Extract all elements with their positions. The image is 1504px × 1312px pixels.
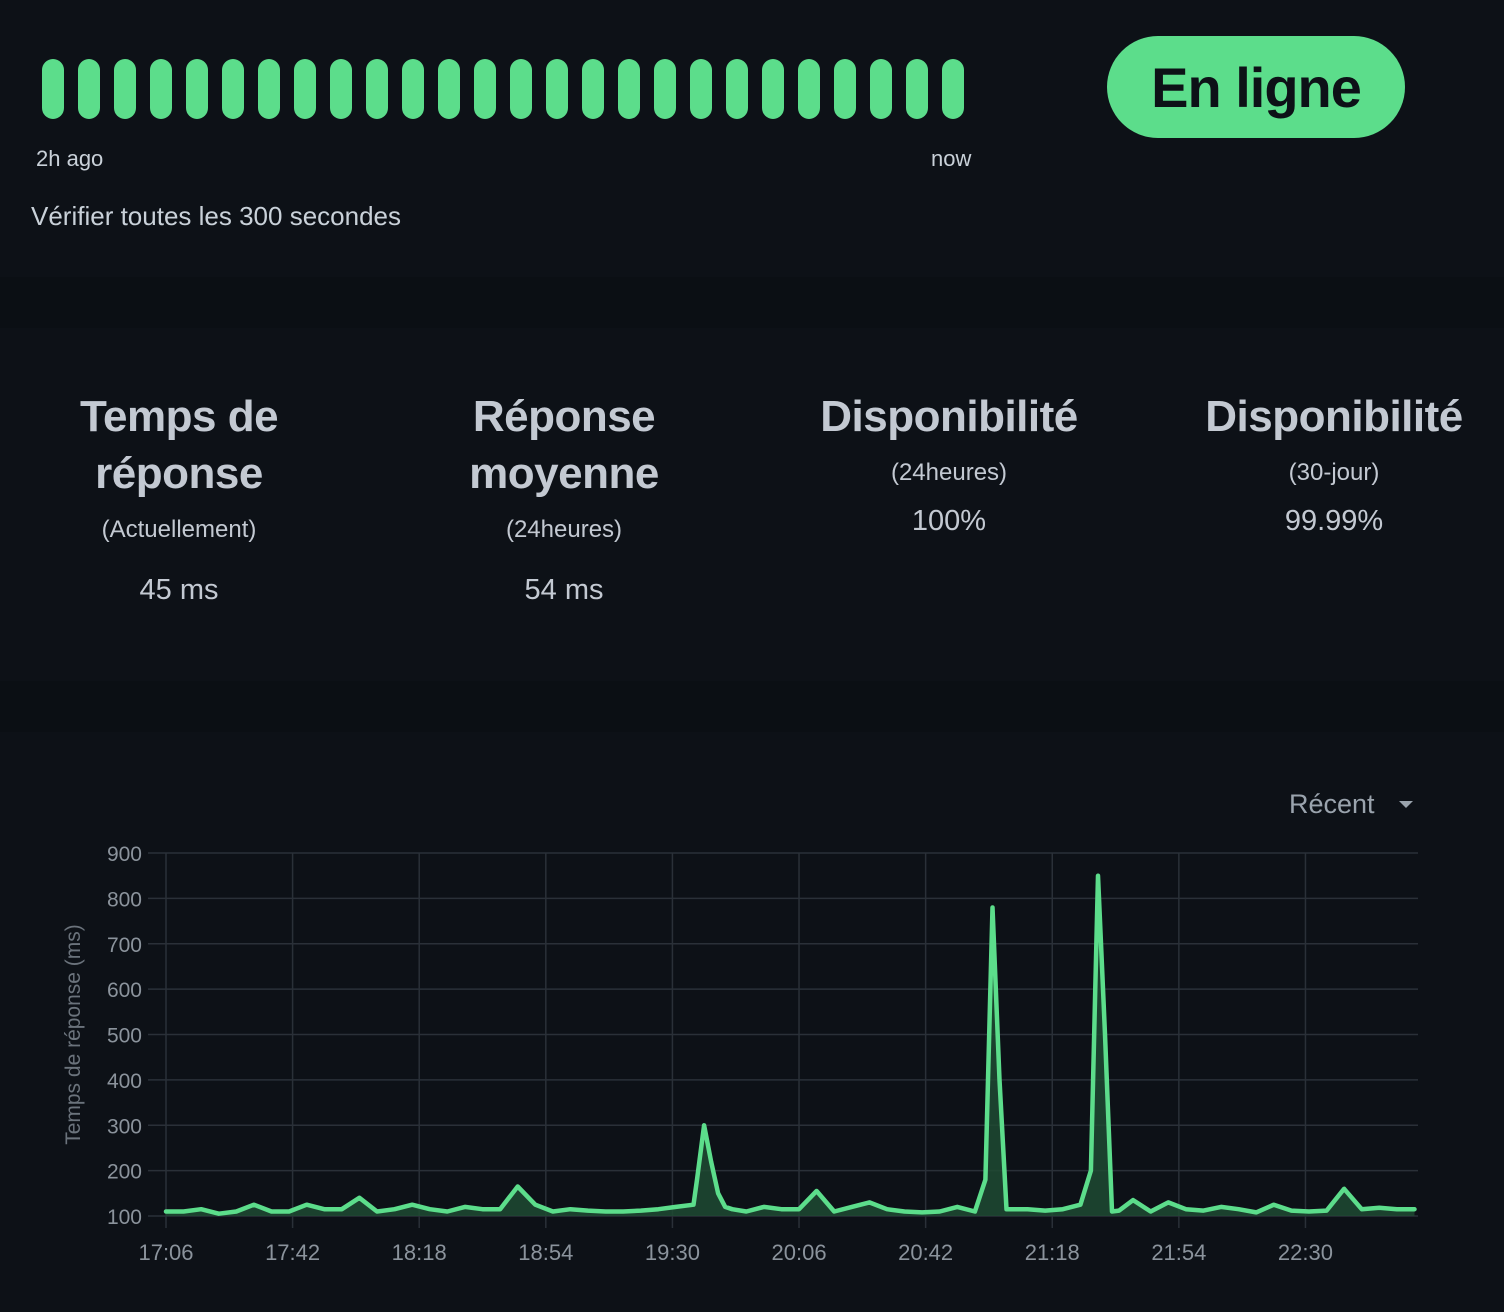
y-axis-label: Temps de réponse (ms)	[62, 924, 85, 1145]
chart-range-selected: Récent	[1289, 788, 1375, 819]
heartbeat-beat[interactable]	[618, 59, 640, 119]
heartbeat-beat[interactable]	[222, 59, 244, 119]
stat-subtitle: (Actuellement)	[101, 516, 257, 543]
x-tick-label: 21:18	[1025, 1240, 1080, 1265]
x-tick-label: 20:06	[772, 1240, 827, 1265]
heartbeat-beat[interactable]	[510, 59, 532, 119]
stat-value: 99.99%	[1284, 505, 1384, 537]
stat-average-response: Réponse moyenne (24heures) 54 ms	[414, 388, 714, 607]
chart-range-select[interactable]: Récent	[1289, 786, 1429, 822]
heartbeat-beat[interactable]	[330, 59, 352, 119]
heartbeat-beat[interactable]	[402, 59, 424, 119]
heartbeat-start-label: 2h ago	[36, 146, 104, 171]
stat-uptime-24h: Disponibilité (24heures) 100%	[799, 388, 1099, 538]
stat-title: Réponse moyenne	[469, 392, 659, 498]
heartbeat-end-label: now	[931, 146, 972, 171]
stat-value: 54 ms	[524, 574, 604, 606]
heartbeat-beat[interactable]	[258, 59, 280, 119]
heartbeat-beat[interactable]	[294, 59, 316, 119]
x-tick-label: 20:42	[898, 1240, 953, 1265]
series-line	[163, 873, 1417, 1216]
x-tick-label: 17:42	[265, 1240, 320, 1265]
stat-value: 100%	[911, 505, 987, 537]
heartbeat-beat[interactable]	[582, 59, 604, 119]
stat-uptime-30d: Disponibilité (30-jour) 99.99%	[1184, 388, 1484, 538]
y-tick-label: 400	[107, 1070, 142, 1093]
stat-current-response: Temps de réponse (Actuellement) 45 ms	[29, 388, 329, 607]
y-tick-label: 600	[107, 979, 142, 1002]
x-tick-label: 18:54	[518, 1240, 573, 1265]
caret-down-icon	[1398, 800, 1413, 808]
heartbeat-beat[interactable]	[546, 59, 568, 119]
heartbeat-beat[interactable]	[690, 59, 712, 119]
heartbeat-beat[interactable]	[834, 59, 856, 119]
y-tick-label: 800	[107, 888, 142, 911]
heartbeat-beat[interactable]	[762, 59, 784, 119]
status-badge: En ligne	[1107, 36, 1405, 138]
x-tick-label: 19:30	[645, 1240, 700, 1265]
stat-subtitle: (24heures)	[505, 516, 623, 543]
heartbeat-beat[interactable]	[942, 59, 964, 119]
x-tick-label: 17:06	[138, 1240, 193, 1265]
check-interval-text: Vérifier toutes les 300 secondes	[31, 201, 401, 231]
heartbeat-beat[interactable]	[870, 59, 892, 119]
y-tick-label: 100	[107, 1206, 142, 1229]
x-tick-label: 21:54	[1151, 1240, 1206, 1265]
stat-subtitle: (24heures)	[890, 459, 1008, 486]
y-tick-label: 300	[107, 1115, 142, 1138]
heartbeat-beat[interactable]	[186, 59, 208, 119]
stat-value: 45 ms	[139, 574, 219, 606]
heartbeat-beat[interactable]	[906, 59, 928, 119]
heartbeat-beat[interactable]	[654, 59, 676, 119]
heartbeat-beat[interactable]	[114, 59, 136, 119]
stat-title: Disponibilité	[820, 392, 1078, 441]
heartbeat-bar	[42, 59, 966, 119]
y-tick-label: 500	[107, 1025, 142, 1048]
y-tick-label: 200	[107, 1161, 142, 1184]
y-tick-label: 900	[107, 843, 142, 866]
series-area	[166, 875, 1415, 1216]
heartbeat-beat[interactable]	[438, 59, 460, 119]
heartbeat-beat[interactable]	[150, 59, 172, 119]
x-tick-label: 22:30	[1278, 1240, 1333, 1265]
stats-panel	[0, 328, 1504, 681]
heartbeat-beat[interactable]	[78, 59, 100, 119]
stat-title: Temps de réponse	[79, 392, 279, 498]
heartbeat-beat[interactable]	[474, 59, 496, 119]
heartbeat-beat[interactable]	[42, 59, 64, 119]
heartbeat-beat[interactable]	[798, 59, 820, 119]
stat-title: Disponibilité	[1205, 392, 1463, 441]
heartbeat-beat[interactable]	[366, 59, 388, 119]
x-tick-label: 18:18	[392, 1240, 447, 1265]
y-tick-label: 700	[107, 934, 142, 957]
heartbeat-beat[interactable]	[726, 59, 748, 119]
stat-subtitle: (30-jour)	[1288, 459, 1380, 486]
